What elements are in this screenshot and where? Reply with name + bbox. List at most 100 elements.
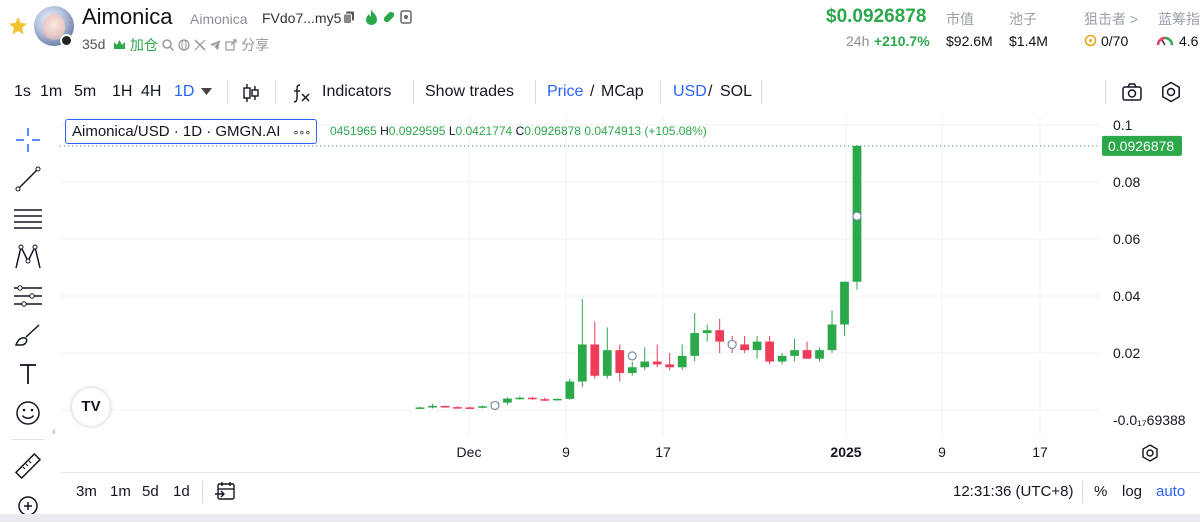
candle (777, 353, 787, 365)
share-label[interactable]: 分享 (241, 37, 270, 53)
interval-1m[interactable]: 1m (40, 83, 63, 100)
symbol-title: Aimonica/USD · 1D · GMGN.AI (72, 123, 281, 140)
more-options-icon[interactable]: ∘∘∘ (292, 127, 312, 139)
usd-currency-button[interactable]: USD (673, 83, 707, 100)
crown-icon (114, 40, 125, 49)
fire-icon (366, 10, 377, 25)
candle-body (740, 344, 749, 351)
price-change-24h: +210.7% (874, 33, 930, 49)
snipers-value: 0/70 (1101, 33, 1129, 49)
interval-5m[interactable]: 5m (74, 83, 97, 100)
candle (453, 406, 462, 409)
search-icon[interactable] (162, 39, 174, 51)
show-trades-button[interactable]: Show trades (425, 83, 514, 100)
time-tick-label: 9 (938, 444, 946, 460)
range-3m[interactable]: 3m (76, 483, 97, 500)
axis-settings-icon[interactable] (1140, 443, 1160, 463)
copy-icon[interactable] (343, 11, 355, 24)
log-scale-toggle[interactable]: log (1122, 483, 1143, 500)
horizontal-scrollbar[interactable] (0, 514, 1200, 522)
favorite-star-icon[interactable] (8, 16, 28, 36)
telegram-icon[interactable] (209, 39, 221, 51)
settings-gear-icon[interactable] (1160, 81, 1182, 103)
candle-body (440, 406, 450, 408)
low-value: 0.0421774 (455, 124, 513, 138)
candle (478, 405, 487, 409)
range-1d[interactable]: 1d (173, 483, 190, 500)
candle (840, 281, 849, 336)
pattern-tool[interactable] (12, 241, 44, 273)
interval-dropdown-icon[interactable] (201, 88, 212, 96)
candle-body (415, 407, 425, 409)
time-axis[interactable]: Dec 9 17 2025 9 17 (60, 438, 1100, 468)
candle-body (577, 344, 587, 382)
percent-scale-toggle[interactable]: % (1094, 483, 1108, 500)
candle (515, 396, 525, 400)
dev-icon (400, 10, 412, 24)
sol-currency-button[interactable]: SOL (720, 83, 753, 100)
close-value: 0.0926878 (524, 124, 581, 138)
candle (615, 344, 625, 382)
candle (428, 403, 437, 409)
price-tick-label: 0.08 (1113, 174, 1140, 190)
candle (503, 397, 512, 405)
candle-body (827, 324, 837, 351)
measure-tool[interactable] (12, 450, 44, 482)
function-fx-icon[interactable] (291, 82, 311, 104)
candle-body (428, 406, 437, 408)
camera-icon[interactable] (1121, 81, 1143, 103)
range-1m[interactable]: 1m (110, 483, 131, 500)
price-axis[interactable]: 0.1 0.08 0.06 0.04 0.02 -0.0₁₇69388 0.0926878 (1100, 116, 1200, 438)
pool-label: 池子 (1009, 11, 1037, 27)
projection-tool[interactable] (12, 280, 44, 312)
price-mode-button[interactable]: Price (547, 83, 584, 100)
candle-body (765, 341, 774, 362)
range-5d[interactable]: 5d (142, 483, 159, 500)
tools-divider (12, 439, 44, 440)
share-icon[interactable] (225, 39, 237, 51)
trend-line-tool[interactable] (12, 163, 44, 195)
candle (790, 338, 799, 362)
interval-1d[interactable]: 1D (174, 83, 195, 100)
candle-body (840, 281, 849, 325)
emoji-tool[interactable] (12, 397, 44, 429)
collapse-toolbar-icon[interactable]: ‹ (52, 426, 56, 438)
bottom-divider (202, 481, 203, 503)
time-tick-label: Dec (457, 444, 482, 460)
target-icon (1084, 34, 1097, 47)
trade-marker (727, 339, 737, 350)
trade-marker (490, 400, 500, 411)
website-icon[interactable] (178, 39, 190, 51)
interval-1s[interactable]: 1s (14, 83, 31, 100)
mcap-mode-button[interactable]: MCap (601, 83, 644, 100)
ohlc-readout: 0451965 H0.0929595 L0.0421774 C0.0926878… (330, 124, 707, 138)
candle-body (802, 350, 812, 359)
drawing-toolbar (0, 118, 56, 522)
candle (577, 298, 587, 388)
interval-1h[interactable]: 1H (112, 83, 133, 100)
interval-4h[interactable]: 4H (141, 83, 162, 100)
symbol-legend[interactable]: Aimonica/USD · 1D · GMGN.AI ∘∘∘ (65, 119, 318, 144)
bluechip-label: 蓝筹指数 (1158, 11, 1200, 27)
brush-tool[interactable] (12, 319, 44, 351)
tradingview-logo-icon[interactable]: TV (72, 388, 110, 426)
crosshair-tool[interactable] (12, 124, 44, 156)
text-tool[interactable] (12, 358, 44, 390)
date-range-icon[interactable] (215, 480, 237, 502)
auto-scale-toggle[interactable]: auto (1156, 483, 1186, 500)
candle (652, 344, 662, 368)
add-position-link[interactable]: 加仓 (129, 37, 158, 53)
contract-address[interactable]: FVdo7...my5 (262, 10, 342, 26)
toolbar-divider (227, 80, 228, 104)
market-cap-label: 市值 (946, 11, 974, 27)
candle-body (515, 397, 525, 400)
toolbar-divider (761, 80, 762, 104)
clock-timezone[interactable]: 12:31:36 (UTC+8) (953, 483, 1074, 500)
indicators-button[interactable]: Indicators (322, 83, 392, 100)
candle-style-icon[interactable] (241, 82, 261, 104)
snipers-label[interactable]: 狙击者 > (1084, 11, 1139, 27)
candlestick-chart[interactable] (60, 116, 1100, 438)
trade-marker (852, 211, 862, 221)
x-twitter-icon[interactable] (193, 39, 206, 51)
fib-tool[interactable] (12, 202, 44, 234)
